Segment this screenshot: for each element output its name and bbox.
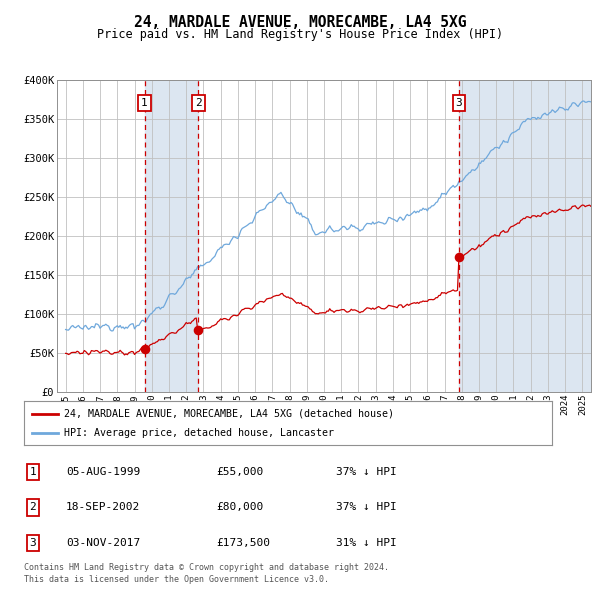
Text: 31% ↓ HPI: 31% ↓ HPI [336, 538, 397, 548]
Text: 2: 2 [29, 503, 37, 512]
Text: 1: 1 [141, 98, 148, 108]
Bar [145, 80, 199, 392]
Text: 1: 1 [29, 467, 37, 477]
Text: 3: 3 [29, 538, 37, 548]
Text: 37% ↓ HPI: 37% ↓ HPI [336, 467, 397, 477]
Text: 24, MARDALE AVENUE, MORECAMBE, LA4 5XG: 24, MARDALE AVENUE, MORECAMBE, LA4 5XG [134, 15, 466, 30]
Point [194, 325, 203, 335]
Text: This data is licensed under the Open Government Licence v3.0.: This data is licensed under the Open Gov… [24, 575, 329, 584]
Text: 05-AUG-1999: 05-AUG-1999 [66, 467, 140, 477]
Text: £80,000: £80,000 [216, 503, 263, 512]
Text: 03-NOV-2017: 03-NOV-2017 [66, 538, 140, 548]
Text: £173,500: £173,500 [216, 538, 270, 548]
Point [140, 345, 149, 354]
Point [454, 252, 464, 261]
Text: 18-SEP-2002: 18-SEP-2002 [66, 503, 140, 512]
Text: £55,000: £55,000 [216, 467, 263, 477]
Text: 24, MARDALE AVENUE, MORECAMBE, LA4 5XG (detached house): 24, MARDALE AVENUE, MORECAMBE, LA4 5XG (… [64, 409, 394, 418]
Bar [459, 80, 591, 392]
Text: HPI: Average price, detached house, Lancaster: HPI: Average price, detached house, Lanc… [64, 428, 334, 438]
Text: Contains HM Land Registry data © Crown copyright and database right 2024.: Contains HM Land Registry data © Crown c… [24, 563, 389, 572]
Text: Price paid vs. HM Land Registry's House Price Index (HPI): Price paid vs. HM Land Registry's House … [97, 28, 503, 41]
Text: 2: 2 [195, 98, 202, 108]
Text: 37% ↓ HPI: 37% ↓ HPI [336, 503, 397, 512]
Text: 3: 3 [455, 98, 463, 108]
